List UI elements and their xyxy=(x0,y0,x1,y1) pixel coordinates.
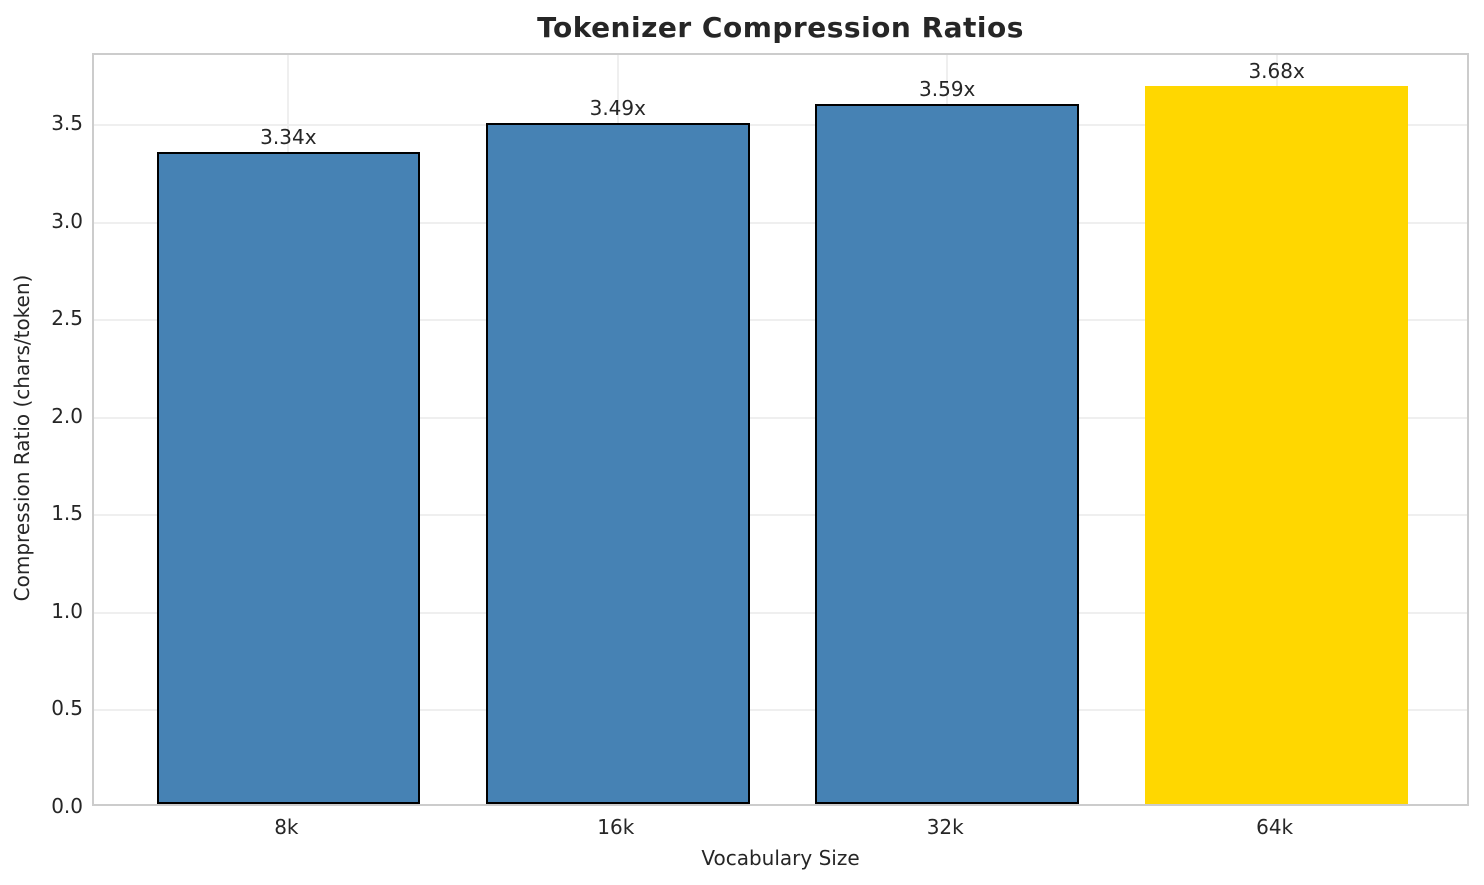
bar-value-label: 3.59x xyxy=(919,76,976,101)
bar-highlight-64k xyxy=(1144,86,1409,804)
chart-title: Tokenizer Compression Ratios xyxy=(537,11,1024,44)
x-tick-label: 8k xyxy=(274,815,299,839)
y-gridline xyxy=(94,709,1467,712)
y-tick-label: 0.5 xyxy=(51,696,83,721)
y-gridline xyxy=(94,514,1467,517)
y-tick-label: 1.5 xyxy=(51,501,83,526)
bar-8k xyxy=(156,152,421,804)
bar-value-label: 3.49x xyxy=(589,96,646,121)
x-tick-label: 16k xyxy=(597,815,635,839)
y-gridline xyxy=(94,319,1467,322)
x-axis-label: Vocabulary Size xyxy=(701,846,860,870)
y-tick-label: 2.5 xyxy=(51,306,83,331)
y-tick-label: 3.0 xyxy=(51,208,83,233)
y-gridline xyxy=(94,124,1467,127)
y-gridline xyxy=(94,221,1467,224)
bar-32k xyxy=(815,103,1079,804)
x-tick-label: 32k xyxy=(926,815,964,839)
y-gridline xyxy=(94,611,1467,614)
y-tick-label: 2.0 xyxy=(51,403,83,428)
y-tick-label: 3.5 xyxy=(51,111,83,136)
plot-area: 3.34x 3.49x 3.59x 3.68x xyxy=(92,53,1469,806)
bar-value-label: 3.68x xyxy=(1248,59,1305,84)
y-gridline xyxy=(94,416,1467,419)
x-tick-label: 64k xyxy=(1256,815,1294,839)
y-tick-label: 1.0 xyxy=(51,598,83,623)
bar-16k xyxy=(486,123,750,804)
y-tick-label: 0.0 xyxy=(51,794,83,818)
bar-value-label: 3.34x xyxy=(260,125,317,150)
